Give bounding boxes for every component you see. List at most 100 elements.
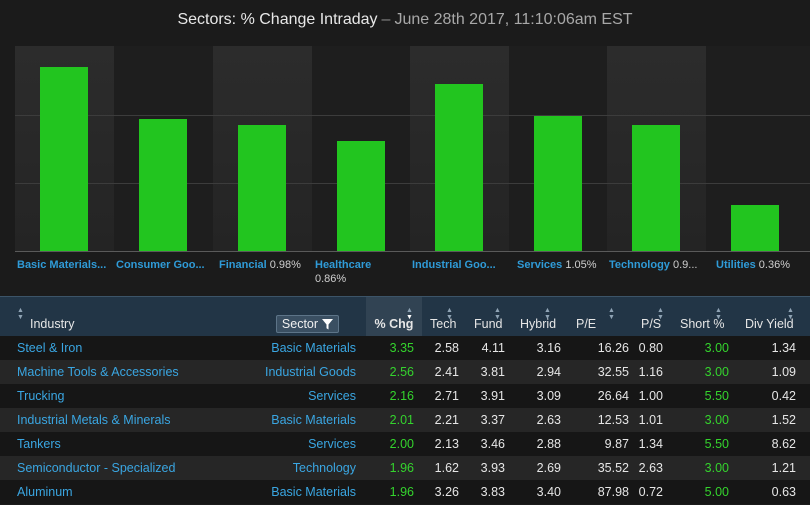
column-header-tech[interactable]: ▲ ▼ Tech [430, 307, 457, 331]
tech-value: 2.71 [434, 389, 459, 403]
column-header-pe[interactable]: ▲ ▼ P/E [576, 307, 615, 331]
table-row[interactable]: Trucking Services 2.16 2.71 3.91 3.09 26… [0, 384, 810, 408]
sector-filter-label: Sector [281, 317, 319, 331]
sector-label-financial[interactable]: Financial 0.98% [219, 259, 301, 271]
sector-label-technology[interactable]: Technology 0.9... [609, 259, 698, 271]
hybrid-value: 2.69 [536, 461, 561, 475]
industry-link[interactable]: Steel & Iron [17, 341, 83, 355]
pct-chg-value: 1.96 [389, 461, 414, 475]
sector-bar[interactable] [337, 141, 385, 251]
table-row[interactable]: Steel & Iron Basic Materials 3.35 2.58 4… [0, 336, 810, 360]
fund-value: 3.46 [480, 437, 505, 451]
industry-link[interactable]: Tankers [17, 437, 61, 451]
ps-value: 2.63 [638, 461, 663, 475]
tech-value: 3.26 [434, 485, 459, 499]
column-header-hybrid[interactable]: ▲ ▼ Hybrid [520, 307, 557, 331]
sector-bar-chart: Basic Materials... Consumer Goo... Finan… [0, 46, 810, 296]
sector-label-basic-materials[interactable]: Basic Materials... [17, 259, 107, 271]
pe-value: 87.98 [597, 485, 629, 499]
column-header-div-yield[interactable]: ▲ ▼ Div Yield [745, 307, 794, 331]
chart-baseline [15, 251, 810, 252]
hybrid-value: 2.94 [536, 365, 561, 379]
chart-title-main: Sectors: % Change Intraday [177, 11, 378, 28]
sector-bar[interactable] [435, 84, 483, 251]
fund-value: 3.93 [480, 461, 505, 475]
hybrid-value: 2.63 [536, 413, 561, 427]
table-row[interactable]: Industrial Metals & Minerals Basic Mater… [0, 408, 810, 432]
fund-value: 3.83 [480, 485, 505, 499]
tech-value: 1.62 [434, 461, 459, 475]
div-yield-value: 0.42 [771, 389, 796, 403]
ps-value: 0.80 [638, 341, 663, 355]
short-value: 3.00 [704, 365, 729, 379]
div-yield-value: 1.52 [771, 413, 796, 427]
table-row[interactable]: Tankers Services 2.00 2.13 3.46 2.88 9.8… [0, 432, 810, 456]
sector-link[interactable]: Basic Materials [271, 341, 356, 355]
gridline [15, 183, 810, 184]
table-header: ▲ ▼ Industry Sector ▲ ▼% Chg ▲ ▼ Tech ▲ ▼ Fund … [0, 296, 810, 337]
pct-chg-value: 1.96 [389, 485, 414, 499]
tech-value: 2.13 [434, 437, 459, 451]
tech-value: 2.21 [434, 413, 459, 427]
sector-link[interactable]: Services [308, 437, 356, 451]
sector-bar[interactable] [632, 125, 680, 251]
industry-link[interactable]: Machine Tools & Accessories [17, 365, 179, 379]
column-header-fund[interactable]: ▲ ▼ Fund [474, 307, 503, 331]
sector-label-utilities[interactable]: Utilities 0.36% [716, 259, 790, 271]
div-yield-value: 1.21 [771, 461, 796, 475]
hybrid-value: 3.40 [536, 485, 561, 499]
sector-bar[interactable] [731, 205, 779, 251]
industry-link[interactable]: Semiconductor - Specialized [17, 461, 176, 475]
column-header-pct-chg[interactable]: ▲ ▼% Chg [366, 297, 422, 337]
industry-link[interactable]: Trucking [17, 389, 65, 403]
pct-chg-value: 2.56 [389, 365, 414, 379]
sector-link[interactable]: Industrial Goods [264, 365, 356, 379]
tech-value: 2.58 [434, 341, 459, 355]
chart-title: Sectors: % Change Intraday – June 28th 2… [0, 0, 810, 40]
sector-filter-button[interactable]: Sector [276, 315, 339, 333]
fund-value: 4.11 [481, 341, 505, 355]
pe-value: 16.26 [597, 341, 629, 355]
short-value: 3.00 [704, 461, 729, 475]
filter-icon [322, 318, 334, 329]
ps-value: 1.34 [638, 437, 663, 451]
pe-value: 9.87 [604, 437, 629, 451]
short-value: 3.00 [704, 413, 729, 427]
industry-link[interactable]: Aluminum [17, 485, 73, 499]
tech-value: 2.41 [434, 365, 459, 379]
div-yield-value: 1.34 [771, 341, 796, 355]
sector-link[interactable]: Basic Materials [271, 413, 356, 427]
sector-bar[interactable] [534, 116, 582, 251]
column-header-short[interactable]: ▲ ▼ Short % [680, 307, 725, 331]
title-separator: – [381, 11, 391, 28]
industry-link[interactable]: Industrial Metals & Minerals [17, 413, 171, 427]
column-header-ps[interactable]: ▲ ▼ P/S [641, 307, 664, 331]
sector-label-healthcare[interactable]: Healthcare 0.86% [315, 259, 372, 285]
sector-bar[interactable] [139, 119, 187, 251]
div-yield-value: 8.62 [771, 437, 796, 451]
sector-link[interactable]: Basic Materials [271, 485, 356, 499]
chart-timestamp: June 28th 2017, 11:10:06am EST [394, 11, 633, 28]
pct-chg-value: 2.16 [389, 389, 414, 403]
hybrid-value: 2.88 [536, 437, 561, 451]
sector-link[interactable]: Technology [292, 461, 356, 475]
table-row[interactable]: Aluminum Basic Materials 1.96 3.26 3.83 … [0, 480, 810, 504]
table-row[interactable]: Semiconductor - Specialized Technology 1… [0, 456, 810, 480]
sector-bar[interactable] [40, 67, 88, 251]
fund-value: 3.91 [480, 389, 505, 403]
ps-value: 1.16 [638, 365, 663, 379]
short-value: 3.00 [704, 341, 729, 355]
column-header-industry[interactable]: ▲ ▼ Industry [17, 307, 75, 331]
ps-value: 0.72 [638, 485, 663, 499]
sector-link[interactable]: Services [308, 389, 356, 403]
sector-label-industrial-goods[interactable]: Industrial Goo... [412, 259, 496, 271]
sector-label-services[interactable]: Services 1.05% [517, 259, 597, 271]
fund-value: 3.81 [480, 365, 505, 379]
sector-label-consumer-goods[interactable]: Consumer Goo... [116, 259, 205, 271]
sector-bar[interactable] [238, 125, 286, 251]
pct-chg-value: 3.35 [389, 341, 414, 355]
ps-value: 1.00 [638, 389, 663, 403]
table-row[interactable]: Machine Tools & Accessories Industrial G… [0, 360, 810, 384]
div-yield-value: 1.09 [771, 365, 796, 379]
pe-value: 35.52 [597, 461, 629, 475]
